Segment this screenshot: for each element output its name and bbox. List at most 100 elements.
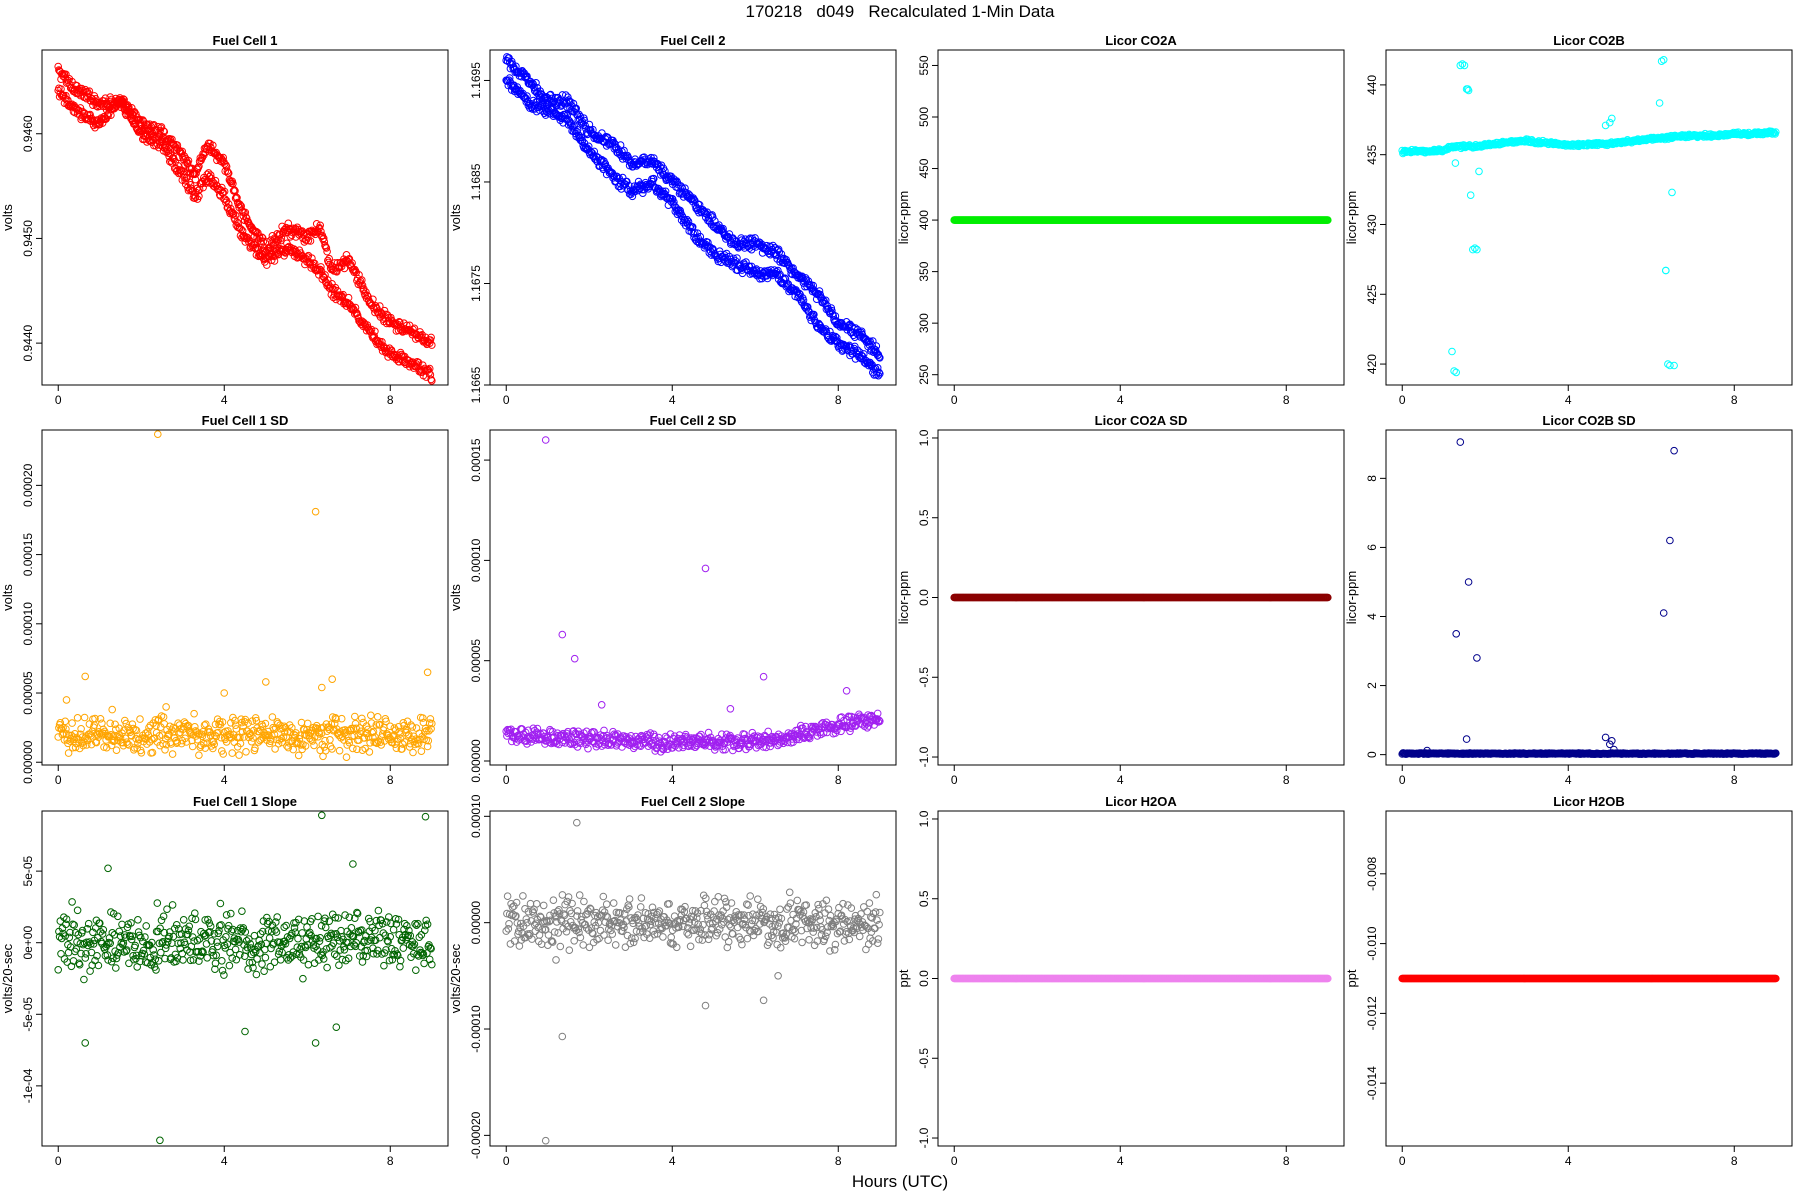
data-point: [342, 728, 350, 736]
data-point: [844, 712, 853, 721]
data-point: [815, 287, 824, 295]
data-point: [853, 346, 862, 355]
data-point: [419, 714, 427, 722]
y-tick-label: 350: [917, 261, 931, 281]
data-point: [1670, 361, 1678, 370]
data-points: [54, 62, 436, 385]
data-point: [342, 753, 351, 762]
y-tick-label: 0.00005: [21, 671, 35, 715]
data-point: [219, 750, 227, 758]
data-point: [288, 724, 296, 732]
data-point: [330, 285, 338, 294]
data-point: [1324, 216, 1332, 224]
data-point: [423, 742, 432, 751]
x-tick-label: 4: [1565, 393, 1572, 407]
data-point: [71, 730, 79, 738]
data-point: [505, 74, 514, 82]
data-point: [317, 227, 325, 236]
y-axis-label: volts: [0, 584, 15, 611]
plot-frame: [41, 429, 449, 766]
data-point: [541, 436, 550, 444]
data-point: [775, 248, 784, 256]
data-point: [258, 233, 266, 242]
data-point: [249, 734, 257, 742]
data-point: [414, 358, 423, 367]
data-point: [270, 257, 279, 265]
data-point: [363, 291, 372, 300]
data-point: [54, 62, 63, 71]
data-point: [642, 180, 651, 189]
data-point: [376, 738, 385, 746]
data-point: [367, 719, 376, 727]
data-point: [400, 738, 409, 746]
data-point: [367, 711, 375, 720]
plot-frame: [1385, 49, 1793, 386]
data-point: [332, 715, 340, 723]
data-point: [183, 173, 191, 182]
data-point: [351, 712, 359, 721]
data-point: [372, 303, 381, 312]
data-point: [1452, 368, 1460, 377]
data-point: [1473, 245, 1481, 254]
data-point: [68, 719, 76, 727]
data-point: [833, 334, 841, 342]
y-tick-label: 0.00015: [21, 533, 35, 577]
data-point: [258, 247, 267, 255]
data-point: [1451, 159, 1460, 167]
data-point: [211, 176, 220, 185]
y-axis-label: licor-ppm: [1344, 191, 1359, 244]
data-point: [795, 735, 804, 744]
data-point: [512, 62, 520, 71]
y-tick-label: 430: [1365, 214, 1379, 234]
x-tick-label: 4: [221, 393, 228, 407]
data-point: [131, 120, 139, 128]
data-point: [426, 715, 435, 723]
data-point: [711, 217, 719, 225]
data-point: [328, 675, 337, 684]
data-point: [220, 187, 229, 196]
data-point: [592, 152, 601, 161]
y-tick-label: 550: [917, 55, 931, 75]
y-tick-label: 250: [917, 364, 931, 384]
data-point: [396, 318, 404, 327]
data-point: [271, 745, 279, 753]
data-point: [709, 213, 717, 221]
data-point: [371, 327, 379, 336]
x-tick-label: 8: [835, 773, 842, 787]
data-point: [532, 79, 540, 87]
data-point: [670, 198, 678, 206]
data-point: [212, 732, 220, 741]
data-point: [527, 738, 536, 746]
data-point: [826, 327, 834, 336]
data-point: [425, 339, 434, 348]
data-point: [876, 370, 884, 378]
data-point: [421, 728, 429, 736]
data-point: [548, 103, 557, 112]
y-axis-label: licor-ppm: [896, 571, 911, 624]
data-point: [683, 215, 691, 224]
data-point: [71, 743, 80, 752]
data-point: [345, 738, 354, 747]
chart-title: Licor CO2A SD: [1095, 413, 1188, 428]
data-point: [54, 733, 63, 741]
data-point: [242, 748, 250, 756]
data-point: [148, 748, 157, 757]
data-point: [667, 172, 676, 181]
data-point: [218, 718, 227, 726]
data-point: [701, 564, 710, 573]
data-point: [558, 630, 567, 639]
data-point: [251, 744, 259, 753]
data-point: [769, 241, 777, 250]
data-point: [1450, 367, 1458, 375]
data-point: [127, 732, 136, 740]
data-point: [862, 720, 871, 728]
data-point: [244, 234, 252, 242]
data-point: [108, 705, 116, 714]
data-point: [343, 741, 352, 749]
y-tick-label: 0.00020: [21, 463, 35, 507]
data-point: [373, 713, 382, 721]
y-tick-label: 1.1665: [469, 366, 483, 403]
data-point: [821, 296, 830, 305]
data-point: [356, 277, 365, 285]
